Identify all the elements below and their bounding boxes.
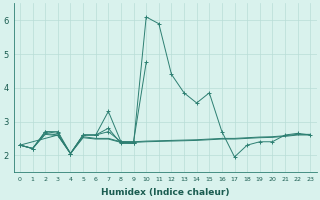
- X-axis label: Humidex (Indice chaleur): Humidex (Indice chaleur): [101, 188, 229, 197]
